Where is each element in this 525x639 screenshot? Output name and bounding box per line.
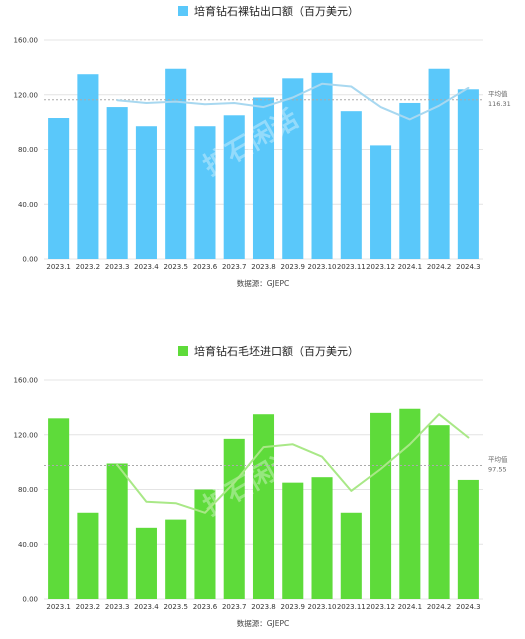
average-value: 116.31 xyxy=(488,100,511,108)
x-tick-label: 2023.6 xyxy=(193,603,218,611)
y-tick-label: 0.00 xyxy=(22,256,38,264)
chart-title: 培育钻石裸钻出口额（百万美元） xyxy=(178,4,359,18)
x-tick-label: 2023.2 xyxy=(76,263,101,271)
average-value: 97.55 xyxy=(488,465,507,473)
export-chart-panel: 培育钻石裸钻出口额（百万美元） 0.00 40.00 80.00 120.00 160.0… xyxy=(0,0,525,300)
bar xyxy=(135,527,157,599)
import-chart-panel: 培育钻石毛坯进口额（百万美元） 0.00 40.00 80.00 120.00 160.0… xyxy=(0,340,525,639)
data-source: 数据源：GJEPC xyxy=(237,278,290,288)
x-tick-label: 2023.10 xyxy=(308,603,337,611)
bar xyxy=(311,477,333,599)
average-label: 平均值 xyxy=(488,89,508,98)
average-label: 平均值 xyxy=(488,454,508,463)
y-tick-label: 80.00 xyxy=(18,486,38,494)
x-tick-label: 2023.11 xyxy=(337,603,366,611)
bar xyxy=(340,512,362,599)
bar xyxy=(106,107,128,259)
x-tick-label: 2023.9 xyxy=(281,263,306,271)
x-tick-label: 2024.3 xyxy=(456,263,481,271)
bar xyxy=(77,512,99,599)
x-tick-label: 2023.8 xyxy=(251,603,276,611)
bar xyxy=(457,479,479,599)
chart-title-text: 培育钻石裸钻出口额（百万美元） xyxy=(194,4,359,18)
bar xyxy=(106,463,128,599)
x-tick-label: 2024.3 xyxy=(456,603,481,611)
y-tick-label: 160.00 xyxy=(14,377,39,385)
bar xyxy=(457,89,479,260)
bar xyxy=(370,145,392,259)
bar xyxy=(165,68,187,260)
y-tick-label: 40.00 xyxy=(18,541,38,549)
bar xyxy=(165,519,187,599)
x-tick-label: 2024.2 xyxy=(427,263,452,271)
x-tick-label: 2023.3 xyxy=(105,603,130,611)
x-tick-label: 2023.7 xyxy=(222,603,247,611)
bar xyxy=(340,111,362,259)
x-tick-label: 2023.4 xyxy=(134,263,159,271)
bar xyxy=(223,438,245,599)
x-tick-label: 2023.6 xyxy=(193,263,218,271)
y-tick-label: 0.00 xyxy=(22,596,38,604)
bar xyxy=(370,412,392,599)
x-tick-label: 2023.2 xyxy=(76,603,101,611)
bar xyxy=(48,118,70,259)
legend-swatch xyxy=(178,6,188,16)
x-tick-label: 2024.2 xyxy=(427,603,452,611)
bar xyxy=(48,418,70,599)
x-tick-label: 2023.11 xyxy=(337,263,366,271)
trend-line xyxy=(116,413,470,514)
y-tick-label: 80.00 xyxy=(18,146,38,154)
x-tick-label: 2023.7 xyxy=(222,263,247,271)
trend-line xyxy=(116,82,470,121)
bar xyxy=(252,97,275,259)
bar xyxy=(428,68,450,260)
legend-swatch xyxy=(178,346,188,356)
import-chart-svg: 培育钻石毛坯进口额（百万美元） 0.00 40.00 80.00 120.00 160.0… xyxy=(14,344,509,628)
export-chart-svg: 培育钻石裸钻出口额（百万美元） 0.00 40.00 80.00 120.00 160.0… xyxy=(14,4,511,288)
bar xyxy=(194,489,216,599)
bar xyxy=(282,78,304,259)
bar xyxy=(311,72,333,259)
data-source: 数据源：GJEPC xyxy=(237,618,290,628)
x-tick-label: 2023.12 xyxy=(366,603,395,611)
y-tick-label: 40.00 xyxy=(18,201,38,209)
bar xyxy=(194,126,216,259)
bar xyxy=(223,115,245,259)
bar xyxy=(282,482,304,599)
x-tick-label: 2024.1 xyxy=(398,603,423,611)
x-tick-label: 2023.10 xyxy=(308,263,337,271)
bar xyxy=(428,425,450,599)
x-tick-label: 2023.1 xyxy=(46,603,71,611)
x-tick-label: 2024.1 xyxy=(398,263,423,271)
x-tick-label: 2023.5 xyxy=(163,263,188,271)
y-tick-label: 160.00 xyxy=(14,37,39,45)
bar xyxy=(399,102,421,260)
chart-title-text: 培育钻石毛坯进口额（百万美元） xyxy=(194,344,359,358)
bar xyxy=(77,74,99,259)
x-tick-label: 2023.12 xyxy=(366,263,395,271)
x-tick-label: 2023.4 xyxy=(134,603,159,611)
x-tick-label: 2023.3 xyxy=(105,263,130,271)
x-tick-label: 2023.1 xyxy=(46,263,71,271)
bar xyxy=(252,414,275,599)
x-tick-label: 2023.9 xyxy=(281,603,306,611)
x-tick-label: 2023.5 xyxy=(163,603,188,611)
y-tick-label: 120.00 xyxy=(14,91,39,99)
x-tick-label: 2023.8 xyxy=(251,263,276,271)
bar xyxy=(399,408,421,599)
y-tick-label: 120.00 xyxy=(14,431,39,439)
chart-title: 培育钻石毛坯进口额（百万美元） xyxy=(178,344,359,358)
bar xyxy=(135,126,157,259)
